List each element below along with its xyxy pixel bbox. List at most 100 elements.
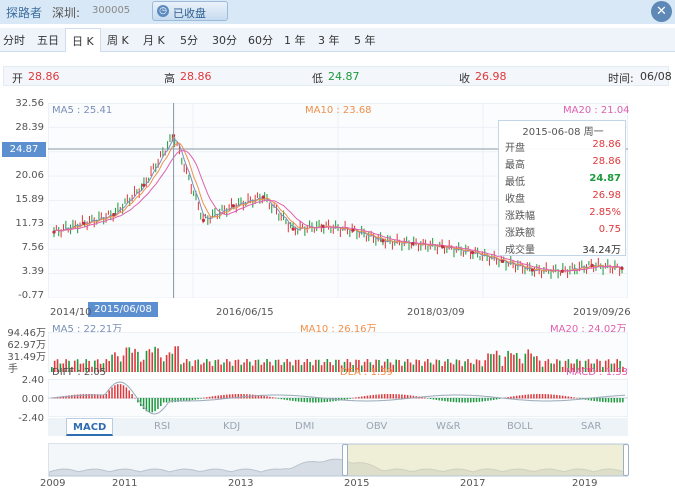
range-navigator[interactable] <box>48 443 629 477</box>
volume-bar <box>174 346 177 372</box>
macd-bar <box>616 398 618 403</box>
tab-5-year[interactable]: 5 年 <box>354 34 376 47</box>
data-point <box>560 269 564 273</box>
data-point <box>441 245 445 249</box>
tab-30min[interactable]: 30分 <box>212 34 237 47</box>
volume-bar <box>490 354 492 372</box>
tab-60min[interactable]: 60分 <box>248 34 273 47</box>
tab-obv[interactable]: OBV <box>366 421 388 432</box>
tab-macd[interactable]: MACD <box>66 418 114 436</box>
macd-plot <box>48 379 628 417</box>
volume-bar <box>71 366 73 372</box>
tab-intraday[interactable]: 分时 <box>3 34 25 47</box>
macd-bar <box>538 394 541 399</box>
tab-sar[interactable]: SAR <box>581 421 602 432</box>
macd-bar <box>71 395 73 399</box>
volume-bar <box>412 364 415 372</box>
volume-bar <box>550 363 552 372</box>
tab-3-year[interactable]: 3 年 <box>318 34 340 47</box>
volume-bar <box>404 361 406 372</box>
volume-bar <box>211 365 214 372</box>
data-point <box>411 242 415 246</box>
tab-daily-k[interactable]: 日 K <box>65 28 101 52</box>
volume-bar <box>286 359 288 372</box>
macd-bar <box>306 398 308 403</box>
volume-bar <box>467 359 469 372</box>
macd-chart[interactable]: DIFF : 2.05 DEA : 1.39 MACD : 1.33 2.40 … <box>0 367 675 424</box>
tab-kdj[interactable]: KDJ <box>223 421 241 432</box>
macd-bar <box>105 394 108 399</box>
navigator-right-handle[interactable] <box>623 444 629 476</box>
tab-boll[interactable]: BOLL <box>507 421 533 432</box>
volume-bar <box>579 360 581 372</box>
volume-bar <box>553 363 555 372</box>
macd-bar <box>515 395 518 399</box>
market-status-button[interactable]: ◷ 已收盘 <box>152 1 228 21</box>
volume-chart[interactable]: MA5 : 22.21万 MA10 : 26.16万 MA20 : 24.02万… <box>0 318 675 375</box>
macd-bar <box>478 398 481 402</box>
tab-rsi[interactable]: RSI <box>154 421 171 432</box>
navigator-x-tick: 2019 <box>572 478 598 489</box>
macd-bar <box>286 398 288 401</box>
volume-bar <box>68 360 70 372</box>
macd-bar <box>154 398 156 412</box>
data-point <box>261 195 265 199</box>
volume-bar <box>607 359 610 372</box>
macd-bar <box>162 398 165 403</box>
macd-bar <box>237 394 240 399</box>
tab-monthly-k[interactable]: 月 K <box>143 34 165 47</box>
macd-bar <box>85 394 87 399</box>
tab-five-day[interactable]: 五日 <box>37 34 59 47</box>
data-point <box>530 268 534 272</box>
volume-bar <box>438 360 441 372</box>
macd-bar <box>183 398 185 402</box>
volume-bar <box>223 362 225 372</box>
volume-bar <box>487 353 489 372</box>
volume-bar <box>346 359 349 372</box>
volume-bar <box>320 365 323 372</box>
data-point <box>231 204 235 208</box>
macd-bar <box>395 394 397 399</box>
macd-bar <box>114 385 116 399</box>
volume-bar <box>510 353 512 372</box>
volume-bar <box>581 366 584 372</box>
macd-bar <box>472 398 475 403</box>
data-point <box>351 228 355 232</box>
volume-bar <box>317 359 320 372</box>
close-button[interactable]: ✕ <box>651 1 672 22</box>
macd-bar <box>160 398 162 407</box>
macd-bar <box>484 398 486 402</box>
tab-wr[interactable]: W&R <box>436 421 461 432</box>
volume-bar <box>475 359 478 372</box>
x-tick: 2014/10 <box>50 307 92 318</box>
volume-bar <box>455 359 458 372</box>
macd-bar <box>323 398 326 403</box>
volume-bar <box>240 364 243 372</box>
volume-bar <box>277 359 280 372</box>
market-status-label: 已收盘 <box>173 7 206 20</box>
macd-bar <box>137 398 139 403</box>
volume-bar <box>366 359 369 372</box>
volume-bar <box>88 360 90 372</box>
volume-bar <box>447 359 449 372</box>
macd-bar <box>406 395 409 399</box>
macd-bar <box>587 398 590 401</box>
macd-bar <box>125 387 128 399</box>
volume-bar <box>515 353 518 372</box>
volume-bar <box>269 361 271 372</box>
tab-1-year[interactable]: 1 年 <box>284 34 306 47</box>
volume-bar <box>231 365 234 372</box>
y-tick: 11.73 <box>15 218 44 229</box>
macd-bar <box>398 394 400 399</box>
macd-bar <box>544 394 547 399</box>
navigator-left-handle[interactable] <box>342 444 348 476</box>
tab-5min[interactable]: 5分 <box>180 34 198 47</box>
macd-bar <box>223 394 225 399</box>
macd-bar <box>487 398 489 401</box>
volume-bar <box>513 354 515 372</box>
tab-weekly-k[interactable]: 周 K <box>107 34 129 47</box>
x-tick: 2016/06/15 <box>216 307 274 318</box>
tab-dmi[interactable]: DMI <box>295 421 315 432</box>
macd-bar <box>122 385 125 399</box>
macd-bar <box>211 396 214 399</box>
